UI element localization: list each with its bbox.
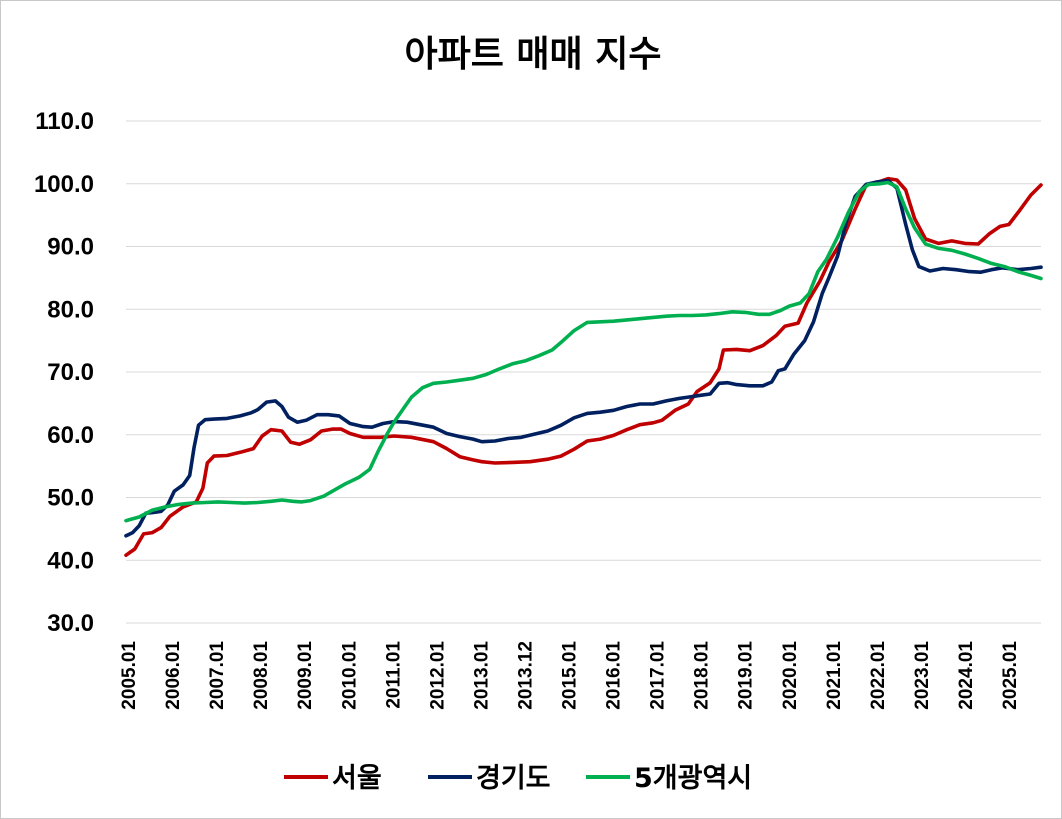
y-tick-label: 90.0: [47, 234, 94, 261]
y-axis-tick-labels: 30.0 40.0 50.0 60.0 70.0 80.0 90.0 100.0 110.0: [34, 108, 94, 637]
x-tick-label: 2013.12: [515, 641, 536, 710]
x-tick-label: 2010.01: [339, 641, 360, 710]
x-tick-label: 2005.01: [119, 641, 140, 710]
x-tick-label: 2011.01: [383, 641, 404, 709]
x-tick-label: 2016.01: [604, 641, 625, 710]
x-tick-label: 2024.01: [956, 641, 977, 710]
x-tick-label: 2006.01: [163, 641, 184, 710]
x-tick-label: 2012.01: [427, 641, 448, 710]
y-tick-label: 60.0: [47, 422, 94, 449]
legend-label-2: 5개광역시: [634, 763, 752, 794]
x-tick-label: 2023.01: [912, 641, 933, 710]
chart-title: 아파트 매매 지수: [405, 34, 662, 75]
series-lines: [124, 176, 1043, 557]
x-tick-label: 2018.01: [692, 641, 713, 710]
x-tick-label: 2017.01: [648, 641, 669, 710]
legend-label-1: 경기도: [476, 763, 551, 794]
y-tick-label: 110.0: [35, 108, 94, 135]
series-line-1: [124, 178, 1043, 538]
y-tick-label: 100.0: [34, 171, 94, 198]
x-tick-label: 2009.01: [295, 641, 316, 710]
x-tick-label: 2021.01: [824, 641, 845, 710]
series-line-0: [124, 176, 1043, 557]
series-line-2: [124, 180, 1043, 523]
y-tick-label: 40.0: [47, 547, 94, 574]
x-axis-tick-labels: 2005.01 2006.01 2007.01 2008.01 2009.01 2010.…: [119, 641, 1021, 710]
x-tick-label: 2022.01: [868, 641, 889, 710]
y-tick-label: 70.0: [47, 359, 94, 386]
legend-label-0: 서울: [332, 763, 382, 794]
x-tick-label: 2015.01: [560, 641, 581, 710]
x-tick-label: 2025.01: [1000, 641, 1021, 710]
legend: 서울 경기도 5개광역시: [284, 763, 752, 794]
x-tick-label: 2019.01: [736, 641, 757, 710]
y-tick-label: 80.0: [47, 296, 94, 323]
x-tick-label: 2013.01: [471, 641, 492, 710]
x-tick-label: 2020.01: [780, 641, 801, 710]
grid-lines: [126, 120, 1041, 624]
y-tick-label: 50.0: [47, 485, 94, 512]
y-tick-label: 30.0: [47, 610, 94, 637]
x-tick-label: 2007.01: [207, 641, 228, 710]
x-tick-label: 2008.01: [251, 641, 272, 710]
